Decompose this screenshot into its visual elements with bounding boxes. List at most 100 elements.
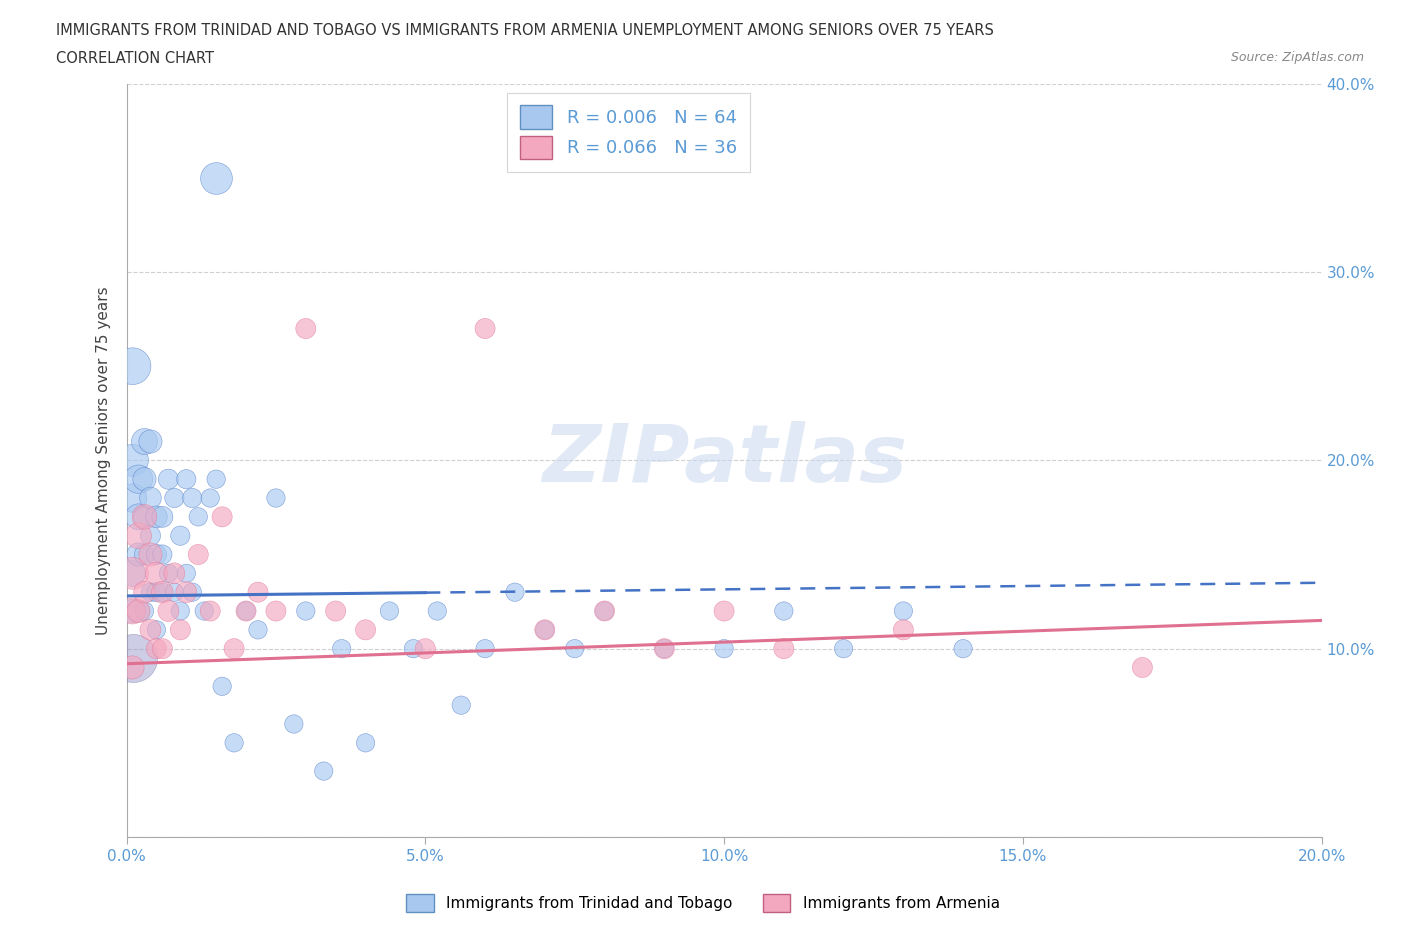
Point xyxy=(152,547,174,562)
Point xyxy=(152,585,174,600)
Point xyxy=(121,491,143,506)
Point xyxy=(121,651,143,666)
Point xyxy=(534,622,557,637)
Point xyxy=(157,472,180,486)
Point xyxy=(893,622,915,637)
Text: Source: ZipAtlas.com: Source: ZipAtlas.com xyxy=(1230,51,1364,64)
Point xyxy=(127,472,149,486)
Point xyxy=(378,604,401,618)
Point xyxy=(181,491,204,506)
Point xyxy=(121,604,143,618)
Point xyxy=(127,604,149,618)
Point xyxy=(450,698,472,712)
Point xyxy=(264,604,287,618)
Point xyxy=(127,604,149,618)
Point xyxy=(139,491,162,506)
Point xyxy=(354,622,377,637)
Point xyxy=(157,604,180,618)
Point xyxy=(187,547,209,562)
Point xyxy=(773,642,796,657)
Point xyxy=(474,642,496,657)
Point xyxy=(534,622,557,637)
Point xyxy=(139,585,162,600)
Legend: Immigrants from Trinidad and Tobago, Immigrants from Armenia: Immigrants from Trinidad and Tobago, Imm… xyxy=(401,888,1005,918)
Text: CORRELATION CHART: CORRELATION CHART xyxy=(56,51,214,66)
Point xyxy=(330,642,353,657)
Point xyxy=(222,642,246,657)
Point xyxy=(163,565,186,580)
Point xyxy=(312,764,335,778)
Point xyxy=(773,604,796,618)
Point xyxy=(152,585,174,600)
Legend: R = 0.006   N = 64, R = 0.066   N = 36: R = 0.006 N = 64, R = 0.066 N = 36 xyxy=(508,93,749,172)
Point xyxy=(157,565,180,580)
Point xyxy=(169,604,191,618)
Point xyxy=(145,510,167,525)
Point xyxy=(200,491,222,506)
Point xyxy=(247,622,270,637)
Point xyxy=(325,604,347,618)
Point xyxy=(354,736,377,751)
Point xyxy=(211,510,233,525)
Point xyxy=(713,642,735,657)
Point xyxy=(145,642,167,657)
Text: ZIPatlas: ZIPatlas xyxy=(541,421,907,499)
Point xyxy=(152,510,174,525)
Point xyxy=(893,604,915,618)
Point xyxy=(200,604,222,618)
Point xyxy=(247,585,270,600)
Point xyxy=(134,472,156,486)
Point xyxy=(205,472,228,486)
Point xyxy=(139,434,162,449)
Point xyxy=(235,604,257,618)
Point xyxy=(294,604,316,618)
Point xyxy=(174,585,197,600)
Point xyxy=(952,642,974,657)
Point xyxy=(145,565,167,580)
Point xyxy=(169,528,191,543)
Point xyxy=(713,604,735,618)
Point xyxy=(134,510,156,525)
Point xyxy=(235,604,257,618)
Point xyxy=(127,510,149,525)
Point xyxy=(415,642,437,657)
Point xyxy=(593,604,616,618)
Point xyxy=(474,321,496,336)
Point xyxy=(121,604,143,618)
Point xyxy=(121,565,143,580)
Point xyxy=(145,622,167,637)
Y-axis label: Unemployment Among Seniors over 75 years: Unemployment Among Seniors over 75 years xyxy=(96,286,111,634)
Point xyxy=(264,491,287,506)
Point xyxy=(163,491,186,506)
Point xyxy=(169,622,191,637)
Point xyxy=(139,528,162,543)
Point xyxy=(134,585,156,600)
Point xyxy=(139,547,162,562)
Text: IMMIGRANTS FROM TRINIDAD AND TOBAGO VS IMMIGRANTS FROM ARMENIA UNEMPLOYMENT AMON: IMMIGRANTS FROM TRINIDAD AND TOBAGO VS I… xyxy=(56,23,994,38)
Point xyxy=(139,622,162,637)
Point xyxy=(134,547,156,562)
Point xyxy=(222,736,246,751)
Point xyxy=(294,321,316,336)
Point xyxy=(127,547,149,562)
Point xyxy=(187,510,209,525)
Point xyxy=(652,642,675,657)
Point xyxy=(134,604,156,618)
Point xyxy=(121,660,143,675)
Point xyxy=(121,359,143,374)
Point xyxy=(174,565,197,580)
Point xyxy=(163,585,186,600)
Point xyxy=(181,585,204,600)
Point xyxy=(564,642,586,657)
Point xyxy=(127,528,149,543)
Point xyxy=(205,170,228,185)
Point xyxy=(283,717,305,732)
Point xyxy=(121,453,143,468)
Point xyxy=(503,585,526,600)
Point xyxy=(174,472,197,486)
Point xyxy=(134,510,156,525)
Point xyxy=(211,679,233,694)
Point xyxy=(652,642,675,657)
Point xyxy=(152,642,174,657)
Point xyxy=(193,604,215,618)
